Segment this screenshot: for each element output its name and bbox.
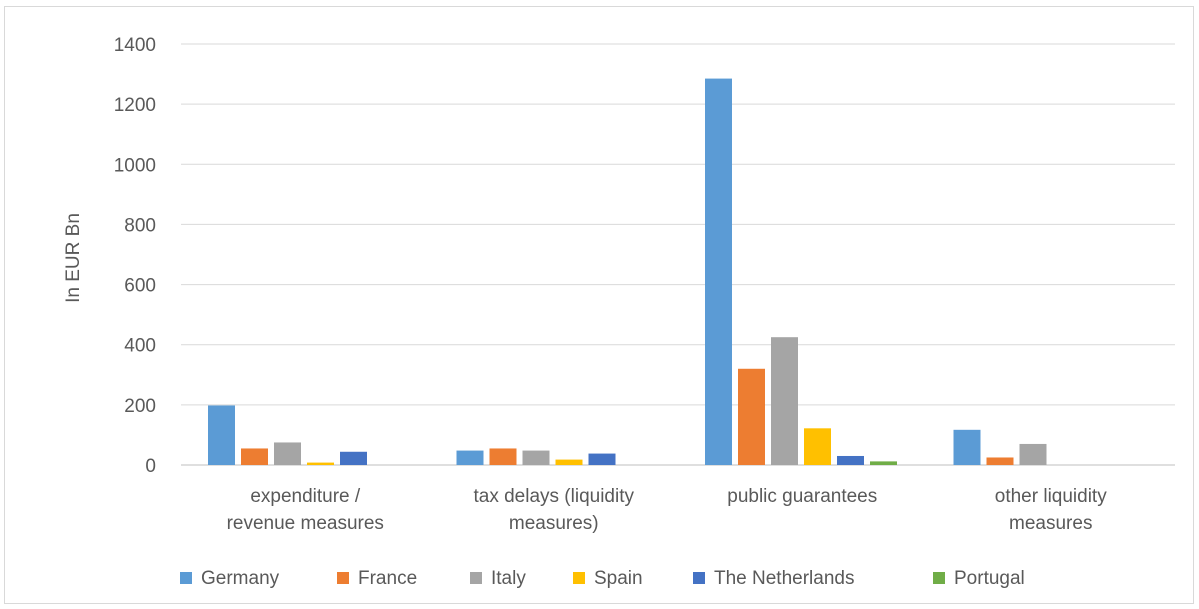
legend-item: Portugal: [933, 568, 1025, 589]
legend-swatch: [573, 572, 585, 584]
legend-item: Spain: [573, 568, 643, 589]
legend-swatch: [337, 572, 349, 584]
y-tick-label: 800: [124, 215, 156, 236]
bar-spain: [307, 462, 334, 465]
legend-label: Italy: [491, 568, 526, 589]
bar-italy: [274, 442, 301, 465]
bar-france: [986, 457, 1014, 465]
legend-label: Germany: [201, 568, 280, 589]
legend-item: The Netherlands: [693, 568, 854, 589]
bar-france: [738, 368, 765, 465]
bar-italy: [522, 450, 550, 465]
gridlines: [181, 43, 1175, 466]
x-category-label: other liquidity measures: [995, 486, 1107, 534]
bar-germany: [705, 78, 732, 465]
bar-the-netherlands: [588, 453, 616, 465]
bars: [208, 78, 1047, 465]
bar-spain: [555, 459, 583, 465]
legend-item: France: [337, 568, 417, 589]
bar-germany: [456, 450, 484, 465]
bar-the-netherlands: [837, 455, 864, 465]
bar-france: [489, 448, 517, 465]
bar-the-netherlands: [340, 451, 367, 465]
x-category-label: expenditure / revenue measures: [227, 486, 384, 534]
bar-italy: [771, 337, 798, 465]
y-tick-label: 200: [124, 396, 156, 417]
bar-germany: [208, 405, 235, 465]
x-category-label: public guarantees: [727, 486, 877, 507]
legend-item: Italy: [470, 568, 526, 589]
y-axis-label: In EUR Bn: [63, 213, 84, 303]
y-tick-label: 1000: [114, 155, 156, 176]
y-tick-label: 1400: [114, 35, 156, 56]
y-tick-label: 1200: [114, 95, 156, 116]
legend-swatch: [693, 572, 705, 584]
bar-germany: [953, 429, 981, 465]
bar-italy: [1019, 443, 1047, 465]
legend-label: The Netherlands: [714, 568, 854, 589]
bar-portugal: [870, 461, 897, 465]
legend: Germany France Italy Spain The Netherlands Po…: [180, 568, 1025, 589]
legend-swatch: [470, 572, 482, 584]
y-tick-label: 0: [145, 456, 156, 477]
legend-swatch: [180, 572, 192, 584]
legend-label: Spain: [594, 568, 643, 589]
legend-swatch: [933, 572, 945, 584]
y-tick-label: 600: [124, 276, 156, 297]
legend-item: Germany: [180, 568, 280, 589]
x-axis-categories: expenditure / revenue measures tax delays …: [227, 486, 1108, 534]
y-tick-label: 400: [124, 336, 156, 357]
legend-label: France: [358, 568, 417, 589]
chart-frame: [4, 6, 1194, 604]
bar-france: [241, 448, 268, 465]
y-axis-ticks: 0 200 400 600 800 1000 1200 1400: [114, 35, 156, 477]
legend-label: Portugal: [954, 568, 1025, 589]
bar-spain: [804, 428, 831, 465]
x-category-label: tax delays (liquidity measures): [473, 486, 634, 534]
